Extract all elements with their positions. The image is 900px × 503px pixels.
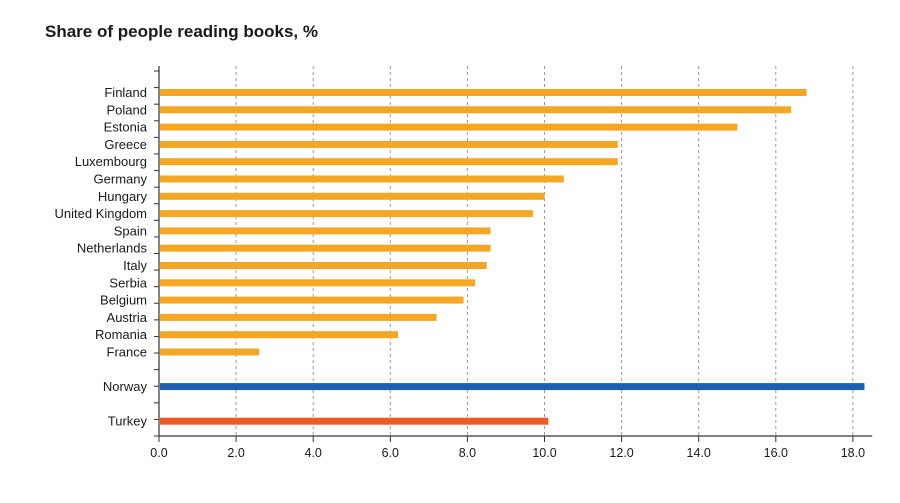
category-label-turkey: Turkey: [108, 414, 148, 429]
category-label-belgium: Belgium: [100, 293, 147, 308]
bar-hungary: [160, 192, 545, 200]
x-tick-label-7: 14.0: [687, 446, 711, 460]
x-tick-label-4: 8.0: [459, 446, 476, 460]
category-label-romania: Romania: [95, 327, 148, 342]
x-tick-label-1: 2.0: [227, 446, 244, 460]
x-tick-label-2: 4.0: [305, 446, 322, 460]
bar-france: [160, 348, 260, 356]
bar-spain: [160, 227, 491, 235]
bar-luxembourg: [160, 158, 618, 166]
category-label-spain: Spain: [114, 223, 147, 238]
chart-title: Share of people reading books, %: [45, 22, 318, 41]
category-label-italy: Italy: [123, 258, 147, 273]
category-label-serbia: Serbia: [109, 275, 147, 290]
category-label-germany: Germany: [94, 172, 148, 187]
x-tick-label-5: 10.0: [532, 446, 556, 460]
bar-finland: [160, 89, 807, 96]
category-label-netherlands: Netherlands: [77, 241, 148, 256]
category-label-poland: Poland: [107, 102, 147, 117]
bar-romania: [160, 331, 399, 339]
bar-estonia: [160, 123, 738, 131]
bar-poland: [160, 106, 792, 114]
x-tick-label-8: 16.0: [764, 446, 788, 460]
category-label-finland: Finland: [104, 85, 147, 100]
category-label-france: France: [107, 345, 147, 360]
category-label-luxembourg: Luxembourg: [75, 154, 147, 169]
category-label-norway: Norway: [103, 379, 148, 394]
category-label-united-kingdom: United Kingdom: [55, 206, 148, 221]
bar-serbia: [160, 279, 476, 287]
x-tick-label-6: 12.0: [609, 446, 633, 460]
bar-united-kingdom: [160, 210, 533, 218]
bar-italy: [160, 262, 487, 269]
bar-belgium: [160, 296, 464, 304]
category-label-greece: Greece: [104, 137, 147, 152]
x-tick-label-9: 18.0: [841, 446, 865, 460]
bar-netherlands: [160, 244, 491, 252]
bar-greece: [160, 140, 618, 148]
category-label-hungary: Hungary: [98, 189, 148, 204]
category-label-austria: Austria: [107, 310, 148, 325]
bar-norway: [160, 383, 865, 391]
bar-austria: [160, 313, 437, 321]
x-tick-label-0: 0.0: [150, 446, 167, 460]
bar-germany: [160, 175, 564, 183]
category-label-estonia: Estonia: [104, 120, 148, 135]
x-tick-label-3: 6.0: [382, 446, 399, 460]
bar-turkey: [160, 417, 549, 425]
